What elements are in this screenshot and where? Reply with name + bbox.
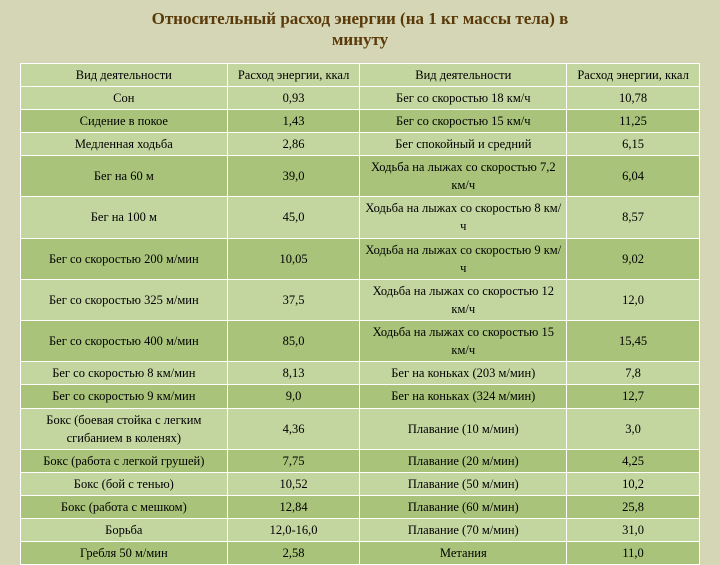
value-right-cell: 11,0 [567, 542, 700, 565]
value-right-cell: 7,8 [567, 362, 700, 385]
value-right-cell: 9,02 [567, 238, 700, 279]
value-left-cell: 37,5 [227, 279, 360, 320]
table-row: Бокс (работа с мешком)12,84Плавание (60 … [21, 496, 700, 519]
activity-left-cell: Бег со скоростью 325 м/мин [21, 279, 228, 320]
activity-right-cell: Бег на коньках (203 м/мин) [360, 362, 567, 385]
activity-right-cell: Плавание (10 м/мин) [360, 408, 567, 449]
table-row: Бег на 100 м45,0Ходьба на лыжах со скоро… [21, 197, 700, 238]
activity-right-cell: Плавание (50 м/мин) [360, 472, 567, 495]
value-right-cell: 6,15 [567, 132, 700, 155]
value-left-cell: 2,86 [227, 132, 360, 155]
table-row: Бокс (работа с легкой грушей)7,75Плавани… [21, 449, 700, 472]
value-right-cell: 6,04 [567, 156, 700, 197]
activity-left-cell: Борьба [21, 519, 228, 542]
activity-right-cell: Ходьба на лыжах со скоростью 9 км/ч [360, 238, 567, 279]
value-left-cell: 10,05 [227, 238, 360, 279]
activity-right-cell: Ходьба на лыжах со скоростью 7,2 км/ч [360, 156, 567, 197]
table-row: Сон0,93Бег со скоростью 18 км/ч10,78 [21, 86, 700, 109]
activity-left-cell: Бокс (работа с легкой грушей) [21, 449, 228, 472]
value-right-cell: 15,45 [567, 321, 700, 362]
header-activity-left: Вид деятельности [21, 63, 228, 86]
activity-left-cell: Сон [21, 86, 228, 109]
table-row: Медленная ходьба2,86Бег спокойный и сред… [21, 132, 700, 155]
activity-left-cell: Бег со скоростью 400 м/мин [21, 321, 228, 362]
value-left-cell: 1,43 [227, 109, 360, 132]
activity-right-cell: Ходьба на лыжах со скоростью 12 км/ч [360, 279, 567, 320]
activity-right-cell: Плавание (60 м/мин) [360, 496, 567, 519]
table-row: Бег со скоростью 200 м/мин10,05Ходьба на… [21, 238, 700, 279]
table-row: Гребля 50 м/мин2,58Метания11,0 [21, 542, 700, 565]
activity-left-cell: Бег со скоростью 200 м/мин [21, 238, 228, 279]
header-value-right: Расход энергии, ккал [567, 63, 700, 86]
table-row: Бокс (бой с тенью)10,52Плавание (50 м/ми… [21, 472, 700, 495]
value-left-cell: 8,13 [227, 362, 360, 385]
table-row: Сидение в покое1,43Бег со скоростью 15 к… [21, 109, 700, 132]
activity-left-cell: Бег со скоростью 8 км/мин [21, 362, 228, 385]
activity-left-cell: Бег на 60 м [21, 156, 228, 197]
activity-left-cell: Бокс (боевая стойка с легким сгибанием в… [21, 408, 228, 449]
activity-right-cell: Бег на коньках (324 м/мин) [360, 385, 567, 408]
table-row: Бег со скоростью 325 м/мин37,5Ходьба на … [21, 279, 700, 320]
activity-left-cell: Медленная ходьба [21, 132, 228, 155]
value-right-cell: 12,7 [567, 385, 700, 408]
value-left-cell: 85,0 [227, 321, 360, 362]
activity-right-cell: Ходьба на лыжах со скоростью 8 км/ч [360, 197, 567, 238]
value-right-cell: 10,2 [567, 472, 700, 495]
value-left-cell: 12,0-16,0 [227, 519, 360, 542]
activity-right-cell: Ходьба на лыжах со скоростью 15 км/ч [360, 321, 567, 362]
table-row: Бег со скоростью 8 км/мин8,13Бег на конь… [21, 362, 700, 385]
value-right-cell: 12,0 [567, 279, 700, 320]
activity-left-cell: Бег на 100 м [21, 197, 228, 238]
value-right-cell: 4,25 [567, 449, 700, 472]
value-left-cell: 9,0 [227, 385, 360, 408]
title-line-1: Относительный расход энергии (на 1 кг ма… [152, 9, 569, 28]
table-row: Бег на 60 м39,0Ходьба на лыжах со скорос… [21, 156, 700, 197]
header-value-left: Расход энергии, ккал [227, 63, 360, 86]
value-left-cell: 0,93 [227, 86, 360, 109]
value-right-cell: 8,57 [567, 197, 700, 238]
energy-table: Вид деятельности Расход энергии, ккал Ви… [20, 63, 700, 565]
activity-left-cell: Бег со скоростью 9 км/мин [21, 385, 228, 408]
activity-right-cell: Плавание (20 м/мин) [360, 449, 567, 472]
activity-left-cell: Бокс (бой с тенью) [21, 472, 228, 495]
activity-left-cell: Гребля 50 м/мин [21, 542, 228, 565]
value-right-cell: 10,78 [567, 86, 700, 109]
table-header-row: Вид деятельности Расход энергии, ккал Ви… [21, 63, 700, 86]
table-row: Бокс (боевая стойка с легким сгибанием в… [21, 408, 700, 449]
activity-right-cell: Плавание (70 м/мин) [360, 519, 567, 542]
table-row: Борьба12,0-16,0Плавание (70 м/мин)31,0 [21, 519, 700, 542]
value-right-cell: 31,0 [567, 519, 700, 542]
value-left-cell: 2,58 [227, 542, 360, 565]
activity-right-cell: Метания [360, 542, 567, 565]
value-left-cell: 39,0 [227, 156, 360, 197]
activity-left-cell: Бокс (работа с мешком) [21, 496, 228, 519]
activity-right-cell: Бег со скоростью 15 км/ч [360, 109, 567, 132]
value-left-cell: 12,84 [227, 496, 360, 519]
title-line-2: минуту [332, 30, 388, 49]
page-title: Относительный расход энергии (на 1 кг ма… [20, 8, 700, 51]
activity-right-cell: Бег со скоростью 18 км/ч [360, 86, 567, 109]
value-right-cell: 25,8 [567, 496, 700, 519]
value-left-cell: 4,36 [227, 408, 360, 449]
value-right-cell: 3,0 [567, 408, 700, 449]
table-row: Бег со скоростью 9 км/мин9,0Бег на коньк… [21, 385, 700, 408]
table-row: Бег со скоростью 400 м/мин85,0Ходьба на … [21, 321, 700, 362]
activity-right-cell: Бег спокойный и средний [360, 132, 567, 155]
value-left-cell: 7,75 [227, 449, 360, 472]
header-activity-right: Вид деятельности [360, 63, 567, 86]
value-right-cell: 11,25 [567, 109, 700, 132]
value-left-cell: 45,0 [227, 197, 360, 238]
activity-left-cell: Сидение в покое [21, 109, 228, 132]
value-left-cell: 10,52 [227, 472, 360, 495]
